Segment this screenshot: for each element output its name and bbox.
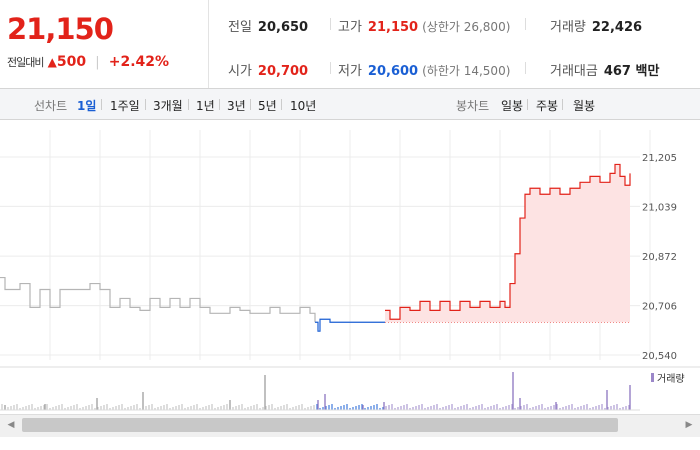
trade-amount: 거래대금 467 백만 <box>550 60 659 79</box>
prev-close-label: 전일 <box>228 20 252 35</box>
low-price: 저가 20,600 (하한가 14,500) <box>338 60 510 79</box>
scroll-left-icon[interactable]: ◀ <box>7 420 15 430</box>
period-1w[interactable]: 1주일 <box>110 99 140 113</box>
current-price: 21,150 <box>7 12 114 46</box>
amount-label: 거래대금 <box>550 64 598 79</box>
lower-limit: (하한가 14,500) <box>422 64 511 78</box>
volume-value: 22,426 <box>591 20 643 35</box>
period-3y[interactable]: 3년 <box>227 99 246 113</box>
period-1d[interactable]: 1일 <box>77 99 97 113</box>
price-box: 21,150 전일대비 ▲500 | +2.42% <box>0 0 209 88</box>
low-value: 20,600 <box>367 64 419 79</box>
change-percent: +2.42% <box>108 54 170 70</box>
open-price: 시가 20,700 <box>228 60 308 79</box>
y-tick-label: 20,706 <box>642 302 677 313</box>
volume-legend-swatch <box>651 373 654 382</box>
high-value: 21,150 <box>367 20 419 35</box>
high-price: 고가 21,150 (상한가 26,800) <box>338 16 510 35</box>
change-row: 전일대비 ▲500 | +2.42% <box>7 54 169 70</box>
candle-weekly[interactable]: 주봉 <box>536 99 559 113</box>
candle-daily[interactable]: 일봉 <box>501 99 524 113</box>
stock-summary: 21,150 전일대비 ▲500 | +2.42% 전일 20,650 고가 21,… <box>0 0 700 89</box>
up-area-fill <box>385 164 630 323</box>
y-tick-label: 21,205 <box>642 153 677 164</box>
y-tick-label: 20,540 <box>642 351 677 362</box>
y-tick-label: 20,872 <box>642 252 677 263</box>
scroll-right-icon[interactable]: ▶ <box>685 420 693 430</box>
volume-legend-label: 거래량 <box>657 373 685 385</box>
scrollbar-thumb[interactable] <box>22 418 618 432</box>
volume: 거래량 22,426 <box>550 16 642 35</box>
prev-close-value: 20,650 <box>257 20 309 35</box>
price-series-down <box>315 318 385 332</box>
change-label: 전일대비 <box>7 56 44 69</box>
low-label: 저가 <box>338 64 362 79</box>
change-value: 500 <box>56 54 87 70</box>
separator: | <box>95 55 100 70</box>
y-tick-label: 21,039 <box>642 202 677 213</box>
open-label: 시가 <box>228 64 252 79</box>
price-series-neutral <box>0 276 316 323</box>
amount-value: 467 백만 <box>603 64 660 79</box>
price-series-up <box>385 163 631 320</box>
high-label: 고가 <box>338 20 362 35</box>
period-1y[interactable]: 1년 <box>196 99 215 113</box>
upper-limit: (상한가 26,800) <box>422 20 511 34</box>
prev-close: 전일 20,650 <box>228 16 308 35</box>
line-chart-label: 선차트 <box>34 99 68 113</box>
volume-label: 거래량 <box>550 20 586 35</box>
chart-toolbar: 선차트 1일 1주일 3개월 1년 3년 5년 10년 봉차트 일봉 주봉 월봉 <box>0 89 700 120</box>
open-value: 20,700 <box>257 64 309 79</box>
candle-monthly[interactable]: 월봉 <box>573 99 596 113</box>
period-10y[interactable]: 10년 <box>290 99 317 113</box>
period-3m[interactable]: 3개월 <box>153 99 183 113</box>
period-5y[interactable]: 5년 <box>258 99 277 113</box>
up-arrow-icon: ▲ <box>47 55 57 69</box>
candle-chart-label: 봉차트 <box>456 99 490 113</box>
